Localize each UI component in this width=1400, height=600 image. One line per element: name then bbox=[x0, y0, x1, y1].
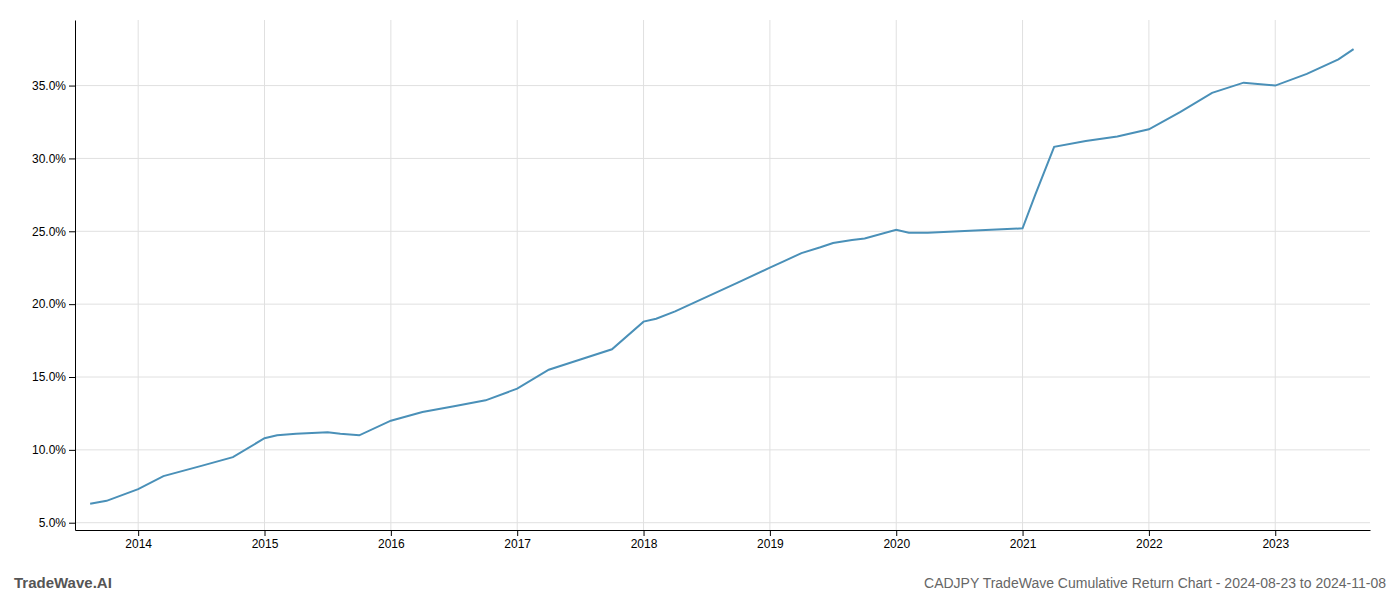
texts: TradeWave.AI CADJPY TradeWave Cumulative … bbox=[14, 574, 1386, 591]
y-tick-label: 10.0% bbox=[32, 443, 66, 457]
chart: 2014 2015 2016 2017 2018 2019 2020 2021 2022 2023… bbox=[0, 0, 1400, 600]
grid-line-y bbox=[75, 449, 1370, 450]
x-tick-mark bbox=[1023, 530, 1024, 536]
marks bbox=[90, 49, 1353, 504]
x-tick: 2021 bbox=[1010, 530, 1037, 551]
grid-line-x bbox=[769, 20, 770, 530]
grid-line-x bbox=[1275, 20, 1276, 530]
y-tick-mark bbox=[69, 304, 75, 305]
grid bbox=[75, 20, 1370, 530]
grid-line-y bbox=[75, 231, 1370, 232]
grid-line-y bbox=[75, 85, 1370, 86]
y-tick-label: 25.0% bbox=[32, 225, 66, 239]
x-tick-label: 2021 bbox=[1010, 537, 1037, 551]
plot-area: 2014 2015 2016 2017 2018 2019 2020 2021 2022 2023… bbox=[32, 20, 1371, 551]
x-axis: 2014 2015 2016 2017 2018 2019 2020 2021 2022 2023 bbox=[76, 530, 1371, 551]
x-tick-mark bbox=[138, 530, 139, 536]
x-tick-label: 2023 bbox=[1262, 537, 1289, 551]
x-tick-mark bbox=[1275, 530, 1276, 536]
grid-line-y bbox=[75, 522, 1370, 523]
x-tick-label: 2022 bbox=[1136, 537, 1163, 551]
title: CADJPY TradeWave Cumulative Return Chart… bbox=[924, 575, 1386, 591]
x-tick-mark bbox=[517, 530, 518, 536]
y-axis: 5.0% 10.0% 15.0% 20.0% 25.0% 30.0% 35.0% bbox=[32, 21, 76, 531]
grid-line-x bbox=[1022, 20, 1023, 530]
y-tick-label: 20.0% bbox=[32, 297, 66, 311]
y-tick-mark bbox=[69, 86, 75, 87]
y-axis-line bbox=[75, 21, 76, 531]
x-tick-label: 2018 bbox=[631, 537, 658, 551]
x-tick-mark bbox=[770, 530, 771, 536]
x-tick-mark bbox=[265, 530, 266, 536]
grid-line-y bbox=[75, 377, 1370, 378]
grid-line-y bbox=[75, 158, 1370, 159]
x-tick-label: 2020 bbox=[883, 537, 910, 551]
y-tick: 30.0% bbox=[32, 152, 75, 166]
x-tick: 2020 bbox=[883, 530, 910, 551]
x-tick-label: 2016 bbox=[378, 537, 405, 551]
y-tick-label: 30.0% bbox=[32, 152, 66, 166]
x-tick-mark bbox=[391, 530, 392, 536]
grid-line-x bbox=[264, 20, 265, 530]
x-tick: 2023 bbox=[1262, 530, 1289, 551]
y-tick-mark bbox=[69, 523, 75, 524]
x-axis-line bbox=[76, 530, 1371, 531]
x-tick-mark bbox=[896, 530, 897, 536]
y-tick: 15.0% bbox=[32, 370, 75, 384]
x-tick-label: 2015 bbox=[252, 537, 279, 551]
y-tick-mark bbox=[69, 450, 75, 451]
grid-line-x bbox=[896, 20, 897, 530]
y-tick-mark bbox=[69, 377, 75, 378]
y-tick: 25.0% bbox=[32, 225, 75, 239]
watermark: TradeWave.AI bbox=[14, 574, 112, 591]
grid-line-x bbox=[517, 20, 518, 530]
x-tick: 2017 bbox=[504, 530, 531, 551]
y-tick-label: 15.0% bbox=[32, 370, 66, 384]
x-tick: 2015 bbox=[252, 530, 279, 551]
y-tick: 5.0% bbox=[39, 516, 75, 530]
y-tick: 10.0% bbox=[32, 443, 75, 457]
x-tick: 2022 bbox=[1136, 530, 1163, 551]
x-tick: 2014 bbox=[125, 530, 152, 551]
x-tick: 2019 bbox=[757, 530, 784, 551]
grid-line-x bbox=[643, 20, 644, 530]
y-tick-label: 35.0% bbox=[32, 79, 66, 93]
x-tick-label: 2014 bbox=[125, 537, 152, 551]
grid-line-x bbox=[1148, 20, 1149, 530]
y-tick-mark bbox=[69, 158, 75, 159]
y-tick: 35.0% bbox=[32, 79, 75, 93]
y-tick: 20.0% bbox=[32, 297, 75, 311]
line bbox=[90, 49, 1353, 504]
y-tick-label: 5.0% bbox=[39, 516, 67, 530]
x-tick-mark bbox=[644, 530, 645, 536]
grid-line-y bbox=[75, 304, 1370, 305]
y-tick-mark bbox=[69, 231, 75, 232]
x-tick: 2016 bbox=[378, 530, 405, 551]
grid-line-x bbox=[138, 20, 139, 530]
x-tick: 2018 bbox=[631, 530, 658, 551]
x-tick-label: 2017 bbox=[504, 537, 531, 551]
x-tick-mark bbox=[1149, 530, 1150, 536]
x-tick-label: 2019 bbox=[757, 537, 784, 551]
grid-line-x bbox=[390, 20, 391, 530]
